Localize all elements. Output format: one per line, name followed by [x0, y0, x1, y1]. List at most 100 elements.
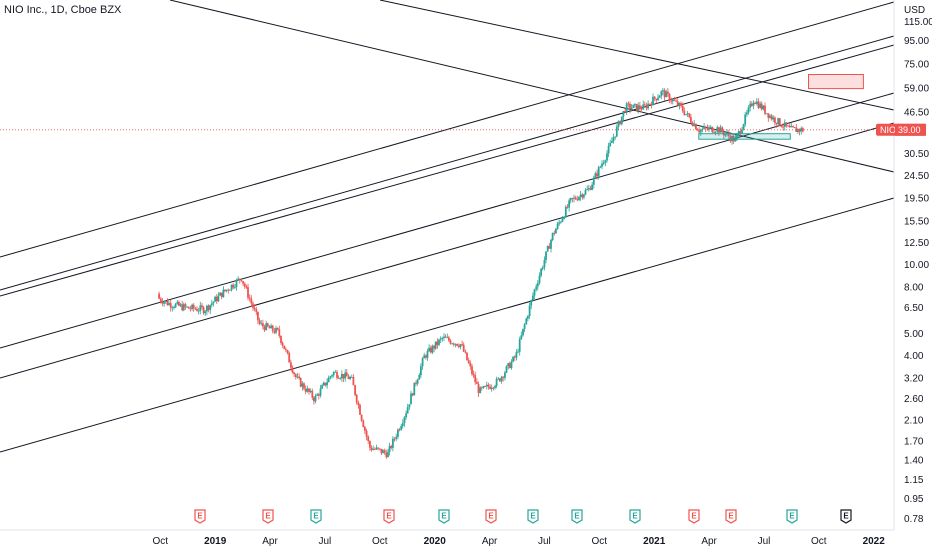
- earnings-event[interactable]: E: [571, 509, 583, 524]
- candle-body: [746, 112, 748, 115]
- candle-body: [660, 91, 663, 96]
- price-tick-label: 15.50: [904, 217, 929, 228]
- candle-body: [425, 355, 427, 358]
- earnings-event[interactable]: E: [786, 509, 798, 524]
- candle-body: [250, 298, 253, 304]
- candle-body: [360, 414, 363, 421]
- time-axis[interactable]: Oct 2019 Apr Jul Oct 2020 Apr Jul Oct 2021 Apr Jul O…: [153, 536, 886, 547]
- earnings-event[interactable]: E: [383, 509, 395, 524]
- candle-body: [378, 448, 381, 450]
- trend-line[interactable]: [379, 0, 895, 111]
- candle-body: [234, 287, 236, 288]
- candle-body: [314, 395, 317, 402]
- candle-body: [792, 126, 794, 128]
- price-tick-label: 6.50: [904, 303, 924, 314]
- candle-body: [173, 307, 175, 309]
- candle-body: [454, 343, 457, 345]
- time-tick-label: Jul: [319, 536, 332, 547]
- drawing-boxes[interactable]: [698, 74, 864, 140]
- time-tick-label: 2019: [204, 536, 227, 547]
- earnings-event-letter: E: [691, 512, 697, 521]
- earnings-event-icon: [527, 509, 539, 524]
- candle-body: [685, 114, 687, 115]
- candle-body: [693, 123, 696, 126]
- candle-body: [736, 134, 738, 139]
- candle-body: [372, 448, 375, 450]
- candle-body: [253, 307, 256, 310]
- earnings-event[interactable]: E: [310, 509, 322, 524]
- candle-body: [657, 97, 659, 101]
- earnings-event[interactable]: E: [688, 509, 700, 524]
- candle-body: [163, 301, 165, 304]
- candlestick-series: [158, 88, 804, 459]
- candle-body: [462, 344, 465, 352]
- candle-body: [387, 451, 389, 458]
- candle-body: [587, 188, 590, 190]
- candle-body: [212, 301, 215, 304]
- candle-body: [416, 379, 419, 384]
- price-axis[interactable]: USD 115.00 95.00 75.00 59.00 46.50 30.50 24.50…: [904, 5, 932, 525]
- candle-body: [487, 384, 490, 387]
- candle-body: [207, 305, 210, 310]
- candle-body: [739, 131, 742, 134]
- candle-body: [512, 356, 514, 362]
- candle-body: [495, 378, 498, 386]
- earnings-event[interactable]: E: [629, 509, 641, 524]
- trend-line[interactable]: [0, 92, 895, 349]
- candle-body: [380, 448, 383, 454]
- candle-body: [474, 375, 477, 383]
- candle-body: [721, 127, 724, 132]
- candle-body: [339, 378, 342, 379]
- earnings-event[interactable]: E: [485, 509, 497, 524]
- candle-body: [168, 303, 170, 305]
- trend-lines[interactable]: [0, 0, 895, 453]
- time-tick-label: Oct: [811, 536, 827, 547]
- price-tick-label: 10.00: [904, 260, 929, 271]
- candle-body: [757, 101, 760, 108]
- target-box-red[interactable]: [808, 74, 864, 90]
- trend-line[interactable]: [0, 197, 895, 453]
- earnings-event[interactable]: E: [527, 509, 539, 524]
- candle-body: [390, 445, 393, 448]
- candle-body: [201, 305, 203, 308]
- candle-body: [795, 127, 798, 132]
- candle-body: [513, 356, 516, 358]
- candle-body: [296, 376, 299, 378]
- candle-body: [477, 383, 480, 393]
- candle-body: [426, 351, 429, 358]
- candle-body: [797, 129, 799, 132]
- earnings-event-icon: [383, 509, 395, 524]
- earnings-event[interactable]: E: [438, 509, 450, 524]
- candle-body: [443, 336, 445, 338]
- candle-body: [186, 306, 188, 308]
- candle-body: [189, 308, 192, 310]
- earnings-event[interactable]: E: [262, 509, 274, 524]
- candle-body: [515, 352, 518, 358]
- candle-body: [464, 351, 467, 353]
- earnings-event[interactable]: E: [725, 509, 737, 524]
- candle-body: [686, 113, 689, 115]
- candle-body: [560, 221, 562, 223]
- earnings-event[interactable]: E: [840, 509, 852, 524]
- candle-body: [615, 126, 618, 137]
- candle-body: [734, 138, 737, 142]
- candle-body: [220, 292, 223, 298]
- candle-body: [703, 126, 705, 129]
- earnings-event-icon: [786, 509, 798, 524]
- candle-body: [469, 363, 472, 367]
- earnings-event[interactable]: E: [194, 509, 206, 524]
- candle-body: [215, 296, 218, 302]
- trend-line[interactable]: [0, 122, 895, 379]
- candle-body: [245, 286, 248, 288]
- candle-body: [308, 388, 310, 392]
- candle-body: [727, 132, 730, 137]
- candle-body: [765, 113, 768, 115]
- candle-body: [268, 326, 271, 329]
- candle-body: [670, 100, 673, 102]
- trend-line[interactable]: [0, 44, 895, 297]
- trend-line[interactable]: [169, 0, 895, 173]
- candle-body: [392, 438, 394, 448]
- support-box-green[interactable]: [698, 133, 791, 140]
